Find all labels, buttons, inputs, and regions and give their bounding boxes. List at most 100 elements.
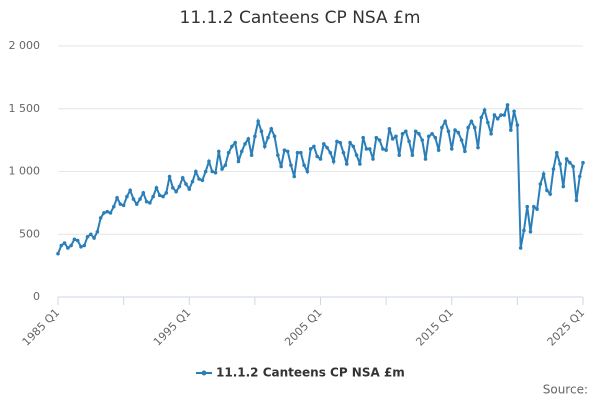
point xyxy=(171,186,175,190)
point xyxy=(407,139,411,144)
point xyxy=(289,163,293,168)
point xyxy=(426,134,431,139)
point xyxy=(577,174,582,179)
point xyxy=(89,232,93,237)
point xyxy=(456,130,461,135)
point xyxy=(364,147,369,151)
y-tick-label: 1 500 xyxy=(9,102,41,115)
point xyxy=(151,194,155,199)
legend-marker xyxy=(201,370,207,376)
point xyxy=(400,132,405,136)
point xyxy=(325,145,329,150)
point xyxy=(138,197,142,201)
point xyxy=(394,134,398,139)
point xyxy=(315,154,320,159)
point xyxy=(62,241,67,245)
point xyxy=(344,162,349,166)
point xyxy=(509,128,513,132)
point xyxy=(554,150,559,155)
y-tick-label: 500 xyxy=(19,227,40,240)
point xyxy=(295,150,300,155)
point xyxy=(92,236,96,240)
point xyxy=(134,202,139,206)
point xyxy=(515,123,520,127)
point xyxy=(56,251,60,256)
point xyxy=(243,142,247,146)
point xyxy=(305,169,310,174)
point xyxy=(285,149,290,154)
point xyxy=(210,169,215,174)
point xyxy=(69,243,73,248)
point xyxy=(348,140,352,145)
point xyxy=(518,246,523,250)
point xyxy=(453,128,457,132)
point xyxy=(522,228,526,233)
point xyxy=(164,191,169,195)
point xyxy=(433,135,438,140)
point xyxy=(220,167,224,171)
point xyxy=(581,160,585,165)
point xyxy=(358,162,362,166)
point xyxy=(495,116,500,121)
point xyxy=(266,135,270,140)
point xyxy=(299,150,303,155)
point xyxy=(157,193,162,198)
point xyxy=(223,163,228,168)
point xyxy=(354,153,359,157)
point xyxy=(115,196,119,200)
point xyxy=(318,157,323,161)
x-tick-label: 2005 Q1 xyxy=(282,306,325,349)
point xyxy=(397,153,402,157)
point xyxy=(276,153,280,157)
point xyxy=(111,204,116,209)
point xyxy=(420,138,425,142)
point xyxy=(98,216,103,220)
point xyxy=(341,150,346,155)
y-tick-label: 0 xyxy=(33,290,40,303)
point xyxy=(505,103,510,107)
point xyxy=(361,135,365,140)
point xyxy=(72,237,77,242)
point xyxy=(499,113,503,117)
point xyxy=(180,175,185,180)
point xyxy=(568,160,572,165)
point xyxy=(528,229,533,234)
point xyxy=(486,120,490,125)
point xyxy=(558,162,562,166)
point xyxy=(545,188,549,193)
point xyxy=(144,199,149,204)
point xyxy=(404,129,408,134)
y-tick-label: 1 000 xyxy=(9,165,41,178)
point xyxy=(469,119,474,124)
point xyxy=(561,184,566,189)
point xyxy=(541,172,546,176)
point xyxy=(338,140,342,145)
point xyxy=(85,234,90,239)
point xyxy=(335,139,339,144)
point xyxy=(502,113,507,117)
x-tick-label: 1995 Q1 xyxy=(151,306,194,349)
point xyxy=(302,163,306,168)
point xyxy=(440,125,444,130)
point xyxy=(197,177,201,181)
point xyxy=(187,187,192,191)
point xyxy=(531,204,536,209)
point xyxy=(108,211,113,215)
point xyxy=(177,184,182,189)
point xyxy=(207,159,211,164)
point xyxy=(272,134,277,139)
point xyxy=(269,127,274,131)
point xyxy=(226,150,231,155)
point xyxy=(79,245,83,249)
point xyxy=(410,153,415,157)
point xyxy=(351,144,356,149)
point xyxy=(472,125,477,130)
x-tick-label: 1985 Q1 xyxy=(20,306,63,349)
point xyxy=(102,211,106,215)
point xyxy=(213,170,218,175)
point xyxy=(312,144,316,149)
point xyxy=(236,159,241,164)
y-tick-label: 2 000 xyxy=(9,39,41,52)
point xyxy=(413,129,418,134)
point xyxy=(233,140,237,145)
